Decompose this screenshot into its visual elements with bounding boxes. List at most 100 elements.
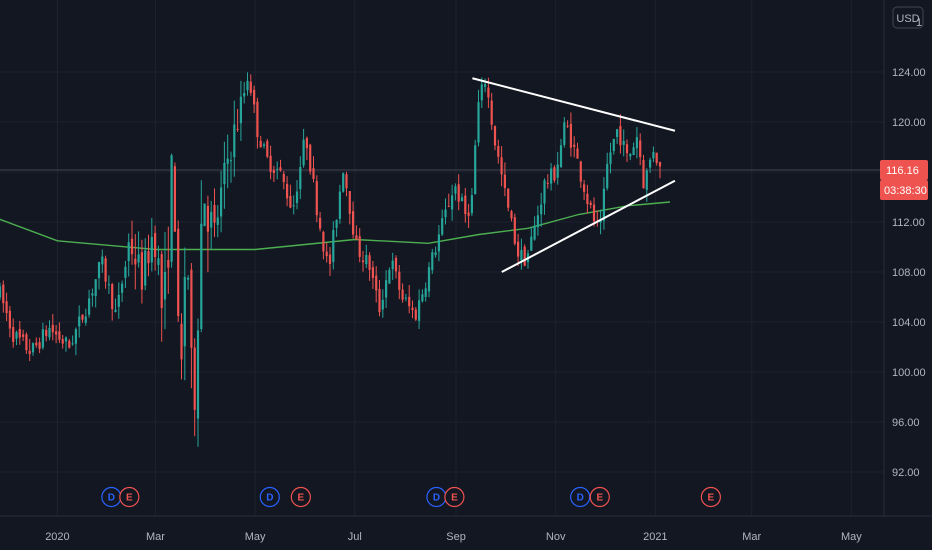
candle-up bbox=[454, 186, 457, 194]
candle-down bbox=[352, 211, 355, 235]
candle-down bbox=[507, 188, 510, 208]
last-price-badge-box bbox=[880, 160, 928, 180]
candle-up bbox=[609, 152, 612, 165]
candle-down bbox=[269, 155, 272, 172]
candle-down bbox=[256, 101, 259, 138]
candle-down bbox=[619, 126, 622, 146]
candle-up bbox=[41, 329, 44, 348]
candle-up bbox=[31, 343, 35, 353]
candle-up bbox=[540, 204, 543, 215]
candle-up bbox=[434, 252, 437, 256]
candle-down bbox=[414, 309, 417, 320]
candle-up bbox=[121, 283, 124, 293]
candle-up bbox=[137, 254, 140, 263]
candle-down bbox=[513, 217, 516, 244]
event-badge-circle bbox=[700, 486, 721, 508]
candle-down bbox=[2, 284, 5, 304]
y-tick-label: 124.00 bbox=[892, 67, 926, 79]
event-badge-label: D bbox=[577, 493, 584, 504]
last-price-value: 116.16 bbox=[886, 165, 919, 177]
y-tick-label: 92.00 bbox=[892, 467, 920, 479]
candle-down bbox=[266, 141, 269, 157]
trendline-lower[interactable] bbox=[501, 179, 676, 273]
trendlines[interactable] bbox=[472, 77, 676, 273]
candle-down bbox=[592, 204, 596, 222]
earnings-badge[interactable]: E bbox=[444, 486, 465, 508]
candle-down bbox=[51, 324, 54, 333]
candle-up bbox=[602, 188, 605, 221]
candle-down bbox=[315, 181, 318, 216]
candle-down bbox=[325, 251, 328, 257]
trendline-upper[interactable] bbox=[472, 77, 676, 132]
candle-down bbox=[523, 246, 526, 266]
candle-up bbox=[421, 294, 424, 302]
candle-down bbox=[61, 339, 64, 344]
candle-up bbox=[536, 215, 539, 228]
candle-up bbox=[470, 195, 473, 214]
candle-down bbox=[322, 231, 325, 252]
candle-up bbox=[437, 234, 440, 252]
candle-up bbox=[338, 191, 341, 219]
countdown-value: 03:38:30 bbox=[884, 185, 927, 197]
candle-up bbox=[203, 203, 206, 227]
candle-down bbox=[305, 138, 308, 149]
candle-up bbox=[107, 284, 110, 286]
earnings-badge[interactable]: E bbox=[589, 486, 610, 508]
candle-up bbox=[0, 286, 2, 298]
candle-down bbox=[355, 235, 358, 240]
candle-up bbox=[170, 155, 173, 262]
y-tick-label: 120.00 bbox=[892, 117, 926, 129]
candle-up bbox=[652, 151, 655, 159]
candle-up bbox=[533, 225, 536, 240]
earnings-badge[interactable]: E bbox=[119, 486, 140, 508]
candle-up bbox=[183, 276, 186, 347]
candle-down bbox=[319, 217, 322, 229]
candle-up bbox=[220, 187, 223, 217]
earnings-badge[interactable]: E bbox=[700, 486, 721, 508]
x-axis-ticks[interactable]: 2020 Mar May Jul Sep Nov 2021 Mar May bbox=[45, 531, 862, 543]
y-tick-label: 104.00 bbox=[892, 317, 926, 329]
candlestick-series[interactable] bbox=[0, 72, 662, 447]
candle-up bbox=[342, 173, 345, 192]
currency-button[interactable]: USD bbox=[892, 6, 924, 29]
candle-up bbox=[127, 242, 130, 261]
candle-down bbox=[371, 267, 374, 279]
candle-down bbox=[249, 81, 252, 93]
candle-down bbox=[147, 251, 150, 264]
countdown-badge-box bbox=[880, 180, 928, 200]
candle-up bbox=[74, 329, 77, 344]
candle-down bbox=[517, 241, 520, 257]
candle-down bbox=[586, 193, 589, 205]
dividend-badge[interactable]: D bbox=[570, 486, 591, 508]
event-badge-label: D bbox=[266, 493, 273, 504]
candle-down bbox=[12, 327, 15, 342]
dividend-badge[interactable]: D bbox=[101, 486, 122, 508]
candle-up bbox=[101, 256, 104, 265]
candle-down bbox=[394, 257, 398, 272]
candle-down bbox=[35, 342, 38, 346]
candle-up bbox=[616, 129, 619, 137]
candle-up bbox=[388, 269, 391, 284]
earnings-badge[interactable]: E bbox=[290, 486, 311, 508]
y-tick-label-clipped: 1 bbox=[916, 17, 922, 29]
candle-up bbox=[460, 197, 464, 202]
y-axis-ticks[interactable]: 92.0096.00100.00104.00108.00112.00116.00… bbox=[892, 67, 926, 479]
candle-up bbox=[622, 140, 625, 145]
candle-down bbox=[167, 259, 170, 268]
candle-up bbox=[444, 209, 447, 218]
x-tick-label: Sep bbox=[446, 531, 466, 543]
x-tick-label: Jul bbox=[348, 531, 362, 543]
candle-down bbox=[361, 260, 365, 263]
candle-down bbox=[583, 184, 586, 192]
candle-down bbox=[286, 183, 289, 199]
candle-down bbox=[193, 347, 196, 410]
candle-up bbox=[606, 163, 609, 189]
dividend-badge[interactable]: D bbox=[259, 486, 280, 508]
candle-down bbox=[398, 271, 401, 290]
dividend-badge[interactable]: D bbox=[426, 486, 447, 508]
event-badge-circle bbox=[259, 486, 280, 508]
candle-up bbox=[150, 236, 153, 263]
candle-up bbox=[365, 254, 368, 265]
